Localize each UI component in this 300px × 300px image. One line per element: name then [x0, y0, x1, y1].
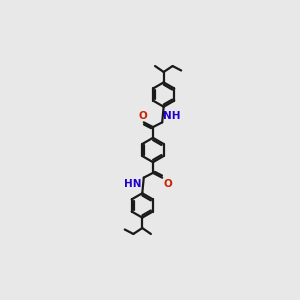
Text: O: O [138, 111, 147, 121]
Text: NH: NH [163, 111, 180, 121]
Text: HN: HN [124, 179, 142, 189]
Text: O: O [164, 179, 172, 189]
